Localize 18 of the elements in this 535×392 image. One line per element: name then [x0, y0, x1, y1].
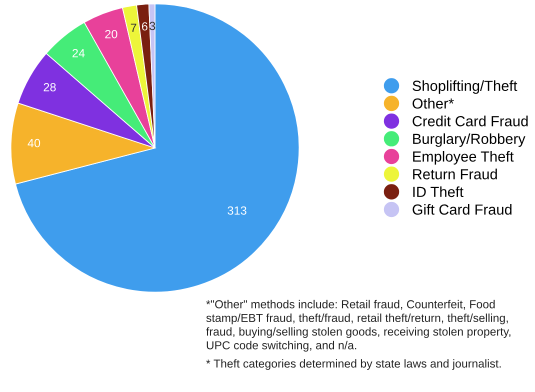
legend-label: Return Fraud: [413, 168, 497, 180]
legend-label: Gift Card Fraud: [412, 204, 512, 215]
data-label: 28: [44, 83, 56, 92]
data-label: 24: [72, 48, 85, 58]
text: *"Other" methods include: Retail fraud, Counterfeit, Food stamp/EBT fraud, theft/fraud, retail theft/return, theft/selling, fraud, buying/selling stolen goods, receiving stolen property, UPC code switching, and n/a.: [206, 300, 510, 352]
data-label: 7: [130, 24, 136, 32]
legend-label: ID Theft: [413, 186, 464, 198]
data-label: 313: [228, 206, 246, 215]
legend-label: Employee Theft: [413, 151, 514, 165]
data-label: 3: [150, 22, 156, 30]
legend-label: Other*: [412, 98, 454, 109]
data-label: 40: [28, 138, 40, 148]
data-label: 6: [142, 22, 148, 31]
legend-label: Shoplifting/Theft: [412, 80, 518, 94]
text: * Theft categories determined by state laws and journalist.: [206, 359, 501, 370]
data-label: 20: [105, 30, 118, 38]
legend-label: Credit Card Fraud: [412, 116, 528, 126]
legend-label: Burglary/Robbery: [413, 133, 526, 147]
